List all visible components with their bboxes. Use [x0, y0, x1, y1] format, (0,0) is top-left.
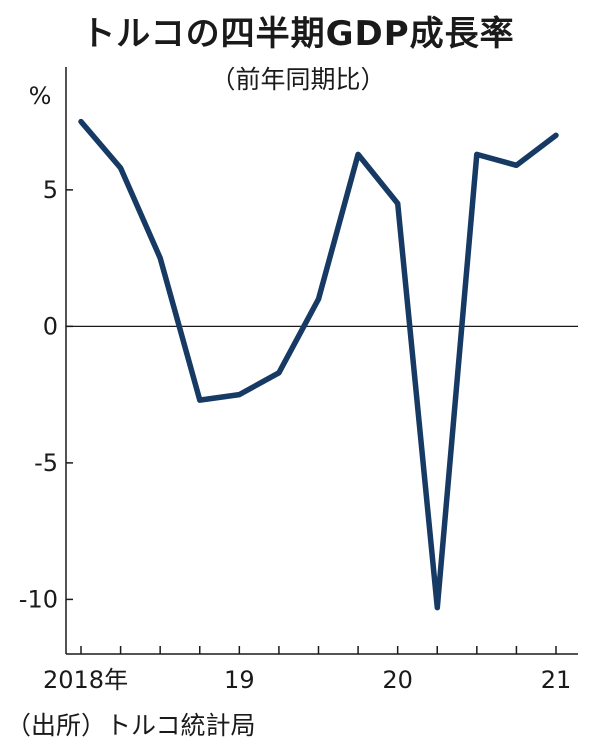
y-tick-label: -5	[34, 449, 58, 477]
y-tick-label: -10	[19, 585, 58, 613]
y-unit-label: %	[29, 82, 52, 110]
chart-title: トルコの四半期GDP成長率	[81, 14, 515, 54]
y-tick-label: 0	[43, 312, 58, 340]
x-tick-label: 19	[224, 666, 255, 694]
series-line-0	[78, 118, 559, 611]
chart-subtitle: （前年同期比）	[210, 65, 386, 94]
x-tick-label: 21	[541, 666, 572, 694]
y-tick-label: 5	[43, 176, 58, 204]
source-note: （出所）トルコ統計局	[6, 711, 256, 740]
x-tick-label: 20	[382, 666, 413, 694]
x-tick-label: 2018年	[43, 666, 128, 694]
